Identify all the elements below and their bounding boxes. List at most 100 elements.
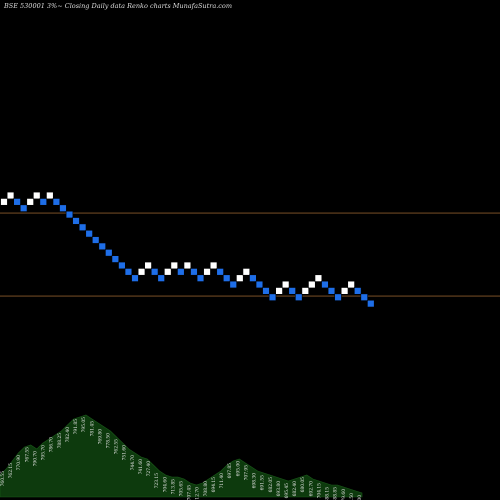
volume-label: 682.05 [269,477,274,493]
renko-brick-down [72,217,80,225]
volume-area-fill [0,414,363,498]
renko-brick-up [26,198,34,206]
renko-brick-down [321,280,329,289]
renko-brick-up [46,191,54,200]
renko-brick-down [190,268,198,276]
renko-brick-up [137,268,146,276]
volume-label: 698.30 [253,473,258,489]
volume-label: 790.70 [33,451,38,467]
renko-brick-down [196,274,205,282]
renko-brick-up [347,280,355,289]
renko-brick-down [367,299,375,308]
renko-brick-up [144,261,152,270]
renko-brick-up [183,261,192,270]
renko-brick-down [360,293,368,301]
volume-label: 778.50 [106,433,111,449]
renko-brick-down [52,198,61,206]
volume-label: 694.15 [212,477,217,493]
volume-label: 713.85 [171,479,176,495]
volume-label: 751.60 [123,445,128,461]
volume-label: 704.60 [163,477,168,493]
renko-brick-down [216,268,224,276]
renko-brick-down [59,204,67,212]
renko-brick-down [295,293,303,301]
volume-label: 741.60 [139,459,144,475]
volume-label: 770.90 [17,455,22,471]
renko-brick-down [268,293,277,301]
renko-brick-up [301,287,309,295]
volume-label: 727.40 [147,461,152,477]
renko-brick-down [223,274,231,282]
renko-brick-down [118,261,126,270]
volume-label: 760.55 [1,471,6,487]
volume-label: 762.55 [115,439,120,455]
renko-brick-down [124,268,133,276]
volume-label: 782.40 [66,427,71,443]
renko-brick-down [327,287,336,295]
volume-label: 679.60 [342,489,347,500]
renko-brick-down [78,223,87,231]
renko-brick-up [6,191,15,200]
volume-label: 695.45 [285,483,290,499]
volume-label: 695.00 [236,461,241,477]
volume-label: 688.15 [326,487,331,500]
renko-brick-down [13,198,21,206]
volume-label: 711.40 [220,473,225,489]
renko-brick-down [157,274,165,282]
volume-label: 692.70 [309,481,314,497]
volume-label: 712.70 [196,487,201,500]
volume-label: 795.70 [42,445,47,461]
volume-label: 707.95 [244,465,249,481]
volume-label: 680.05 [301,477,306,493]
volume-label: 682.40 [293,481,298,497]
volume-label: 688.85 [334,487,339,500]
volume-label: 693.80 [277,481,282,497]
renko-brick-down [65,210,74,219]
renko-brick-up [33,191,41,200]
renko-brick-up [209,261,218,270]
renko-brick-up [164,268,172,276]
volume-area [0,414,363,498]
renko-brick-down [229,280,237,289]
renko-brick-down [105,249,113,257]
volume-label: 723.15 [155,473,160,489]
renko-brick-down [177,268,185,276]
renko-brick-down [353,287,362,295]
volume-label: 791.85 [74,419,79,435]
renko-brick-down [111,255,120,263]
volume-label: 705.65 [180,481,185,497]
renko-brick-down [92,236,100,244]
renko-brick-up [236,274,244,282]
volume-label: 708.80 [204,481,209,497]
volume-label: 674.50 [350,493,355,500]
volume-label: 769.80 [98,429,103,445]
chart-title: BSE 530001 3%~ Closing Daily data Renko … [3,2,232,10]
volume-label: 669.00 [358,495,363,500]
reference-lines [0,212,500,297]
renko-bricks [0,191,375,308]
renko-brick-down [150,268,159,276]
renko-brick-up [308,280,316,289]
volume-label: 707.45 [188,485,193,500]
renko-brick-down [85,229,93,238]
volume-label: 767.55 [25,447,30,463]
renko-brick-down [255,280,264,289]
renko-brick-down [19,204,28,212]
volume-label: 691.55 [261,475,266,491]
volume-label: 788.25 [58,433,63,449]
volume-label: 704.15 [317,483,322,499]
renko-brick-up [314,274,323,282]
volume-label: 762.15 [9,463,14,479]
renko-brick-up [203,268,211,276]
renko-brick-down [249,274,257,282]
renko-brick-down [334,293,342,301]
renko-brick-down [131,274,139,282]
renko-brick-down [288,287,296,295]
volume-label: 744.70 [131,455,136,471]
renko-brick-up [0,198,8,206]
volume-label: 781.45 [90,421,95,437]
renko-brick-down [262,287,270,295]
volume-label: 786.70 [50,437,55,453]
